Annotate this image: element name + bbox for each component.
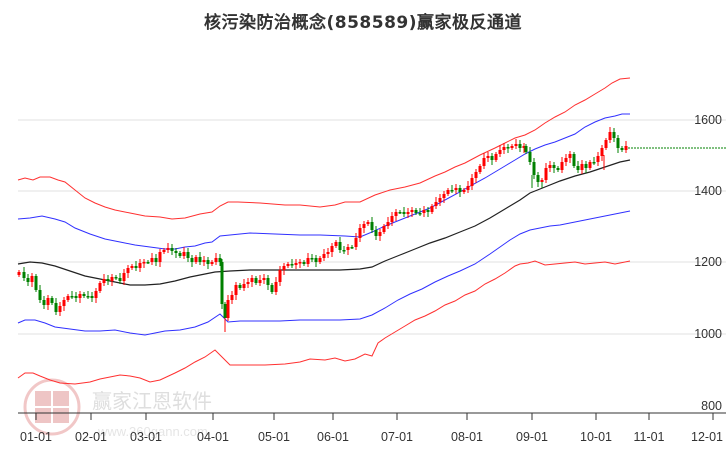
y-axis-labels: 1600 1400 1200 1000 800 xyxy=(694,113,722,413)
x-tick-label: 02-01 xyxy=(75,430,107,444)
lower-outer-band xyxy=(17,260,631,385)
x-tick-label: 09-01 xyxy=(516,430,548,444)
x-axis-ticks xyxy=(35,413,714,420)
x-tick-label: 07-01 xyxy=(381,430,413,444)
chart-title: 核污染防治概念(858589)赢家极反通道 xyxy=(203,13,522,33)
x-axis-labels: 01-01 02-01 03-01 04-01 05-01 06-01 07-0… xyxy=(20,430,723,444)
x-tick-label: 04-01 xyxy=(197,430,229,444)
x-tick-label: 08-01 xyxy=(451,430,483,444)
candlesticks xyxy=(17,127,628,332)
watermark-brand: 赢家江恩软件 xyxy=(92,389,212,413)
y-tick-label: 800 xyxy=(701,399,722,413)
watermark-url: www.360gann.com xyxy=(97,424,208,439)
lower-inner-band xyxy=(17,210,631,336)
watermark: 赢家江恩软件 www.360gann.com xyxy=(23,378,212,439)
middle-line xyxy=(17,159,631,286)
y-tick-label: 1200 xyxy=(694,255,722,269)
upper-outer-band xyxy=(17,77,631,220)
x-tick-label: 03-01 xyxy=(130,430,162,444)
x-tick-label: 12-01 xyxy=(691,430,723,444)
y-tick-label: 1000 xyxy=(694,327,722,341)
y-tick-label: 1400 xyxy=(694,184,722,198)
x-tick-label: 10-01 xyxy=(580,430,612,444)
y-tick-label: 1600 xyxy=(694,113,722,127)
x-tick-label: 01-01 xyxy=(20,430,52,444)
x-tick-label: 11-01 xyxy=(633,430,664,444)
x-tick-label: 06-01 xyxy=(317,430,349,444)
x-tick-label: 05-01 xyxy=(258,430,290,444)
